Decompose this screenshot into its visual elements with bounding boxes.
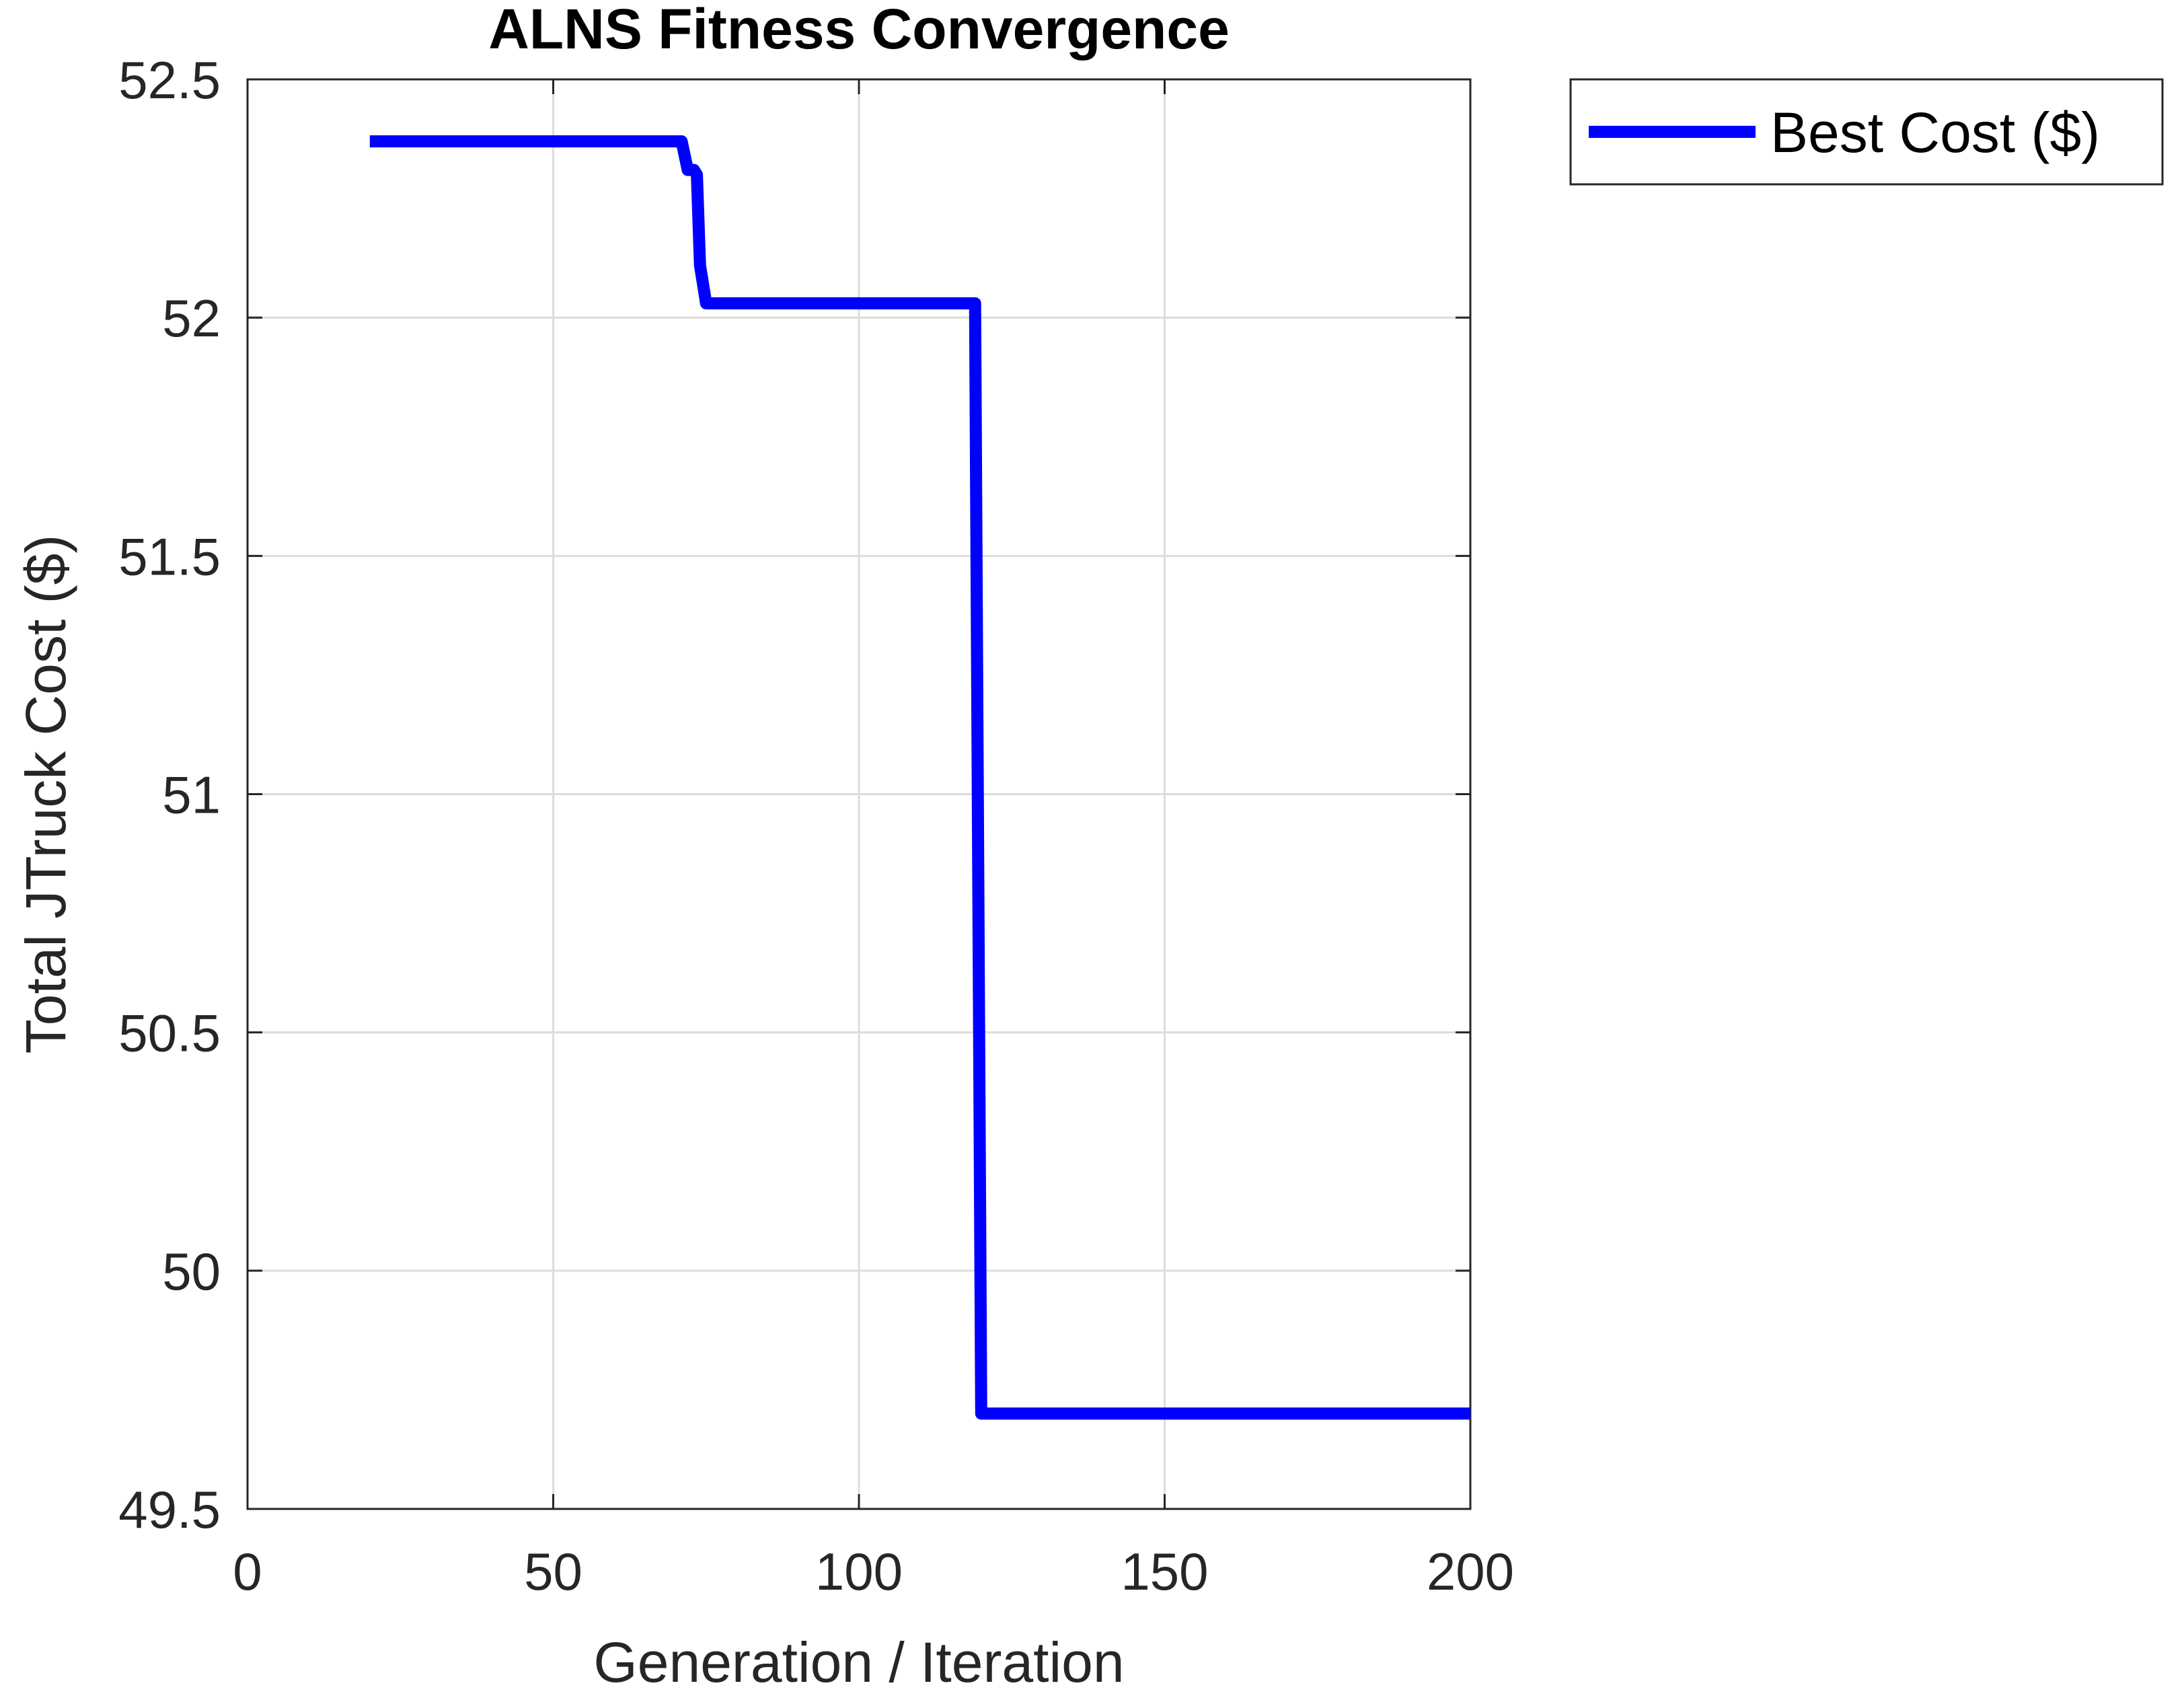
x-tick-label: 0 [233, 1542, 262, 1601]
y-axis-label: Total JTruck Cost ($) [14, 535, 77, 1054]
chart-title: ALNS Fitness Convergence [488, 0, 1230, 61]
y-tick-label: 51.5 [118, 527, 221, 586]
y-tick-label: 51 [162, 766, 221, 825]
tick-layer: 0 50 100 150 200 49.5 50 50.5 51 51.5 52 52.5 [118, 50, 1514, 1601]
y-tick-label: 52.5 [118, 50, 221, 110]
y-tick-label: 50.5 [118, 1004, 221, 1063]
x-tick-label: 150 [1121, 1542, 1208, 1601]
x-axis-label: Generation / Iteration [593, 1631, 1124, 1694]
legend: Best Cost ($) [1569, 78, 2164, 186]
legend-label-best-cost: Best Cost ($) [1770, 101, 2100, 164]
series-line-best-cost [369, 135, 1470, 1420]
x-tick-label: 100 [815, 1542, 903, 1601]
y-tick-label: 49.5 [118, 1480, 221, 1539]
series-layer [369, 135, 1470, 1420]
y-tick-label: 52 [162, 289, 221, 348]
y-tick-label: 50 [162, 1242, 221, 1301]
x-tick-label: 50 [524, 1542, 582, 1601]
grid-layer [248, 79, 1470, 1509]
x-tick-label: 200 [1427, 1542, 1514, 1601]
